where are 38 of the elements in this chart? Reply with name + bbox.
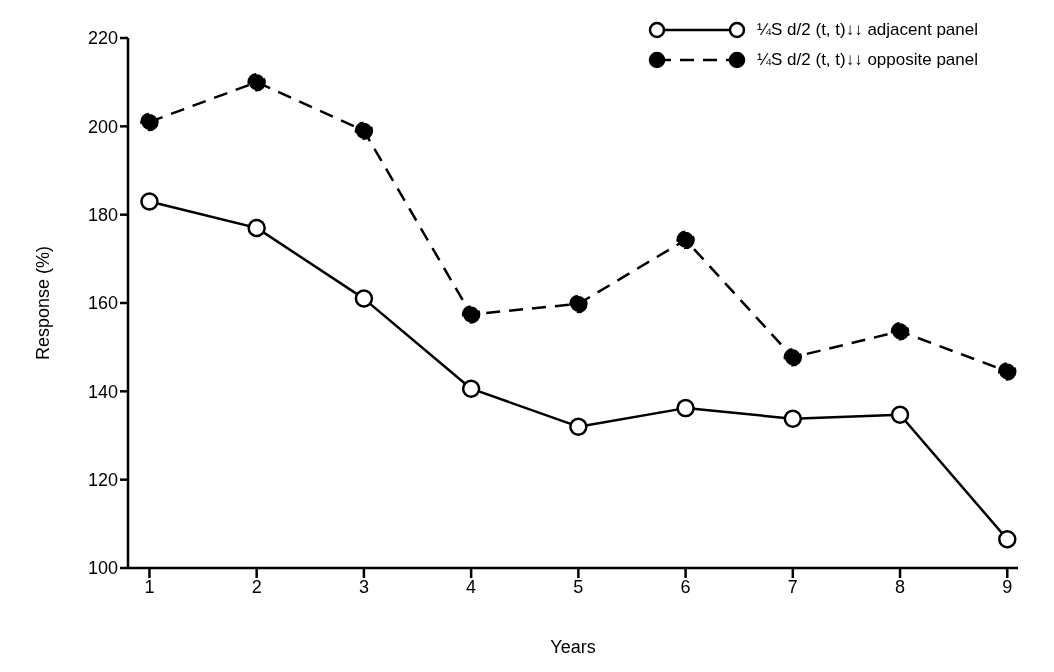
x-tick-label: 4 bbox=[466, 576, 477, 597]
x-tick-label: 3 bbox=[358, 576, 369, 597]
y-tick-label: 180 bbox=[87, 205, 118, 226]
x-tick-label: 6 bbox=[680, 576, 691, 597]
y-tick-label: 120 bbox=[87, 470, 118, 491]
y-axis-title: Response (%) bbox=[33, 245, 54, 361]
y-tick-label: 160 bbox=[87, 293, 118, 314]
point bbox=[998, 362, 1017, 381]
point bbox=[461, 379, 481, 398]
point bbox=[140, 192, 159, 211]
point bbox=[247, 218, 266, 238]
y-tick-label: 200 bbox=[87, 116, 118, 137]
legend-label: ¼S d/2 (t, t)↓↓ opposite panel bbox=[756, 50, 978, 70]
point bbox=[140, 112, 159, 132]
point bbox=[461, 305, 481, 324]
point bbox=[247, 72, 266, 92]
x-tick-label: 5 bbox=[573, 576, 584, 597]
point bbox=[676, 230, 695, 250]
point bbox=[676, 398, 695, 418]
x-tick-label: 1 bbox=[144, 576, 155, 597]
y-tick-label: 220 bbox=[87, 28, 118, 49]
x-tick-label: 9 bbox=[1002, 576, 1013, 597]
point bbox=[890, 322, 910, 341]
x-tick-label: 7 bbox=[787, 576, 798, 597]
legend-label: ¼S d/2 (t, t)↓↓ adjacent panel bbox=[756, 20, 978, 40]
y-tick-label: 140 bbox=[87, 381, 118, 402]
point bbox=[354, 121, 374, 140]
y-tick-label: 100 bbox=[87, 558, 118, 579]
point bbox=[890, 405, 910, 424]
point bbox=[783, 348, 803, 367]
x-axis-title: Years bbox=[550, 637, 596, 657]
point bbox=[998, 530, 1017, 549]
point bbox=[783, 409, 803, 428]
point bbox=[569, 417, 588, 436]
point bbox=[569, 294, 588, 314]
x-tick-label: 2 bbox=[251, 576, 262, 597]
point bbox=[354, 289, 374, 308]
x-tick-label: 8 bbox=[895, 576, 906, 597]
